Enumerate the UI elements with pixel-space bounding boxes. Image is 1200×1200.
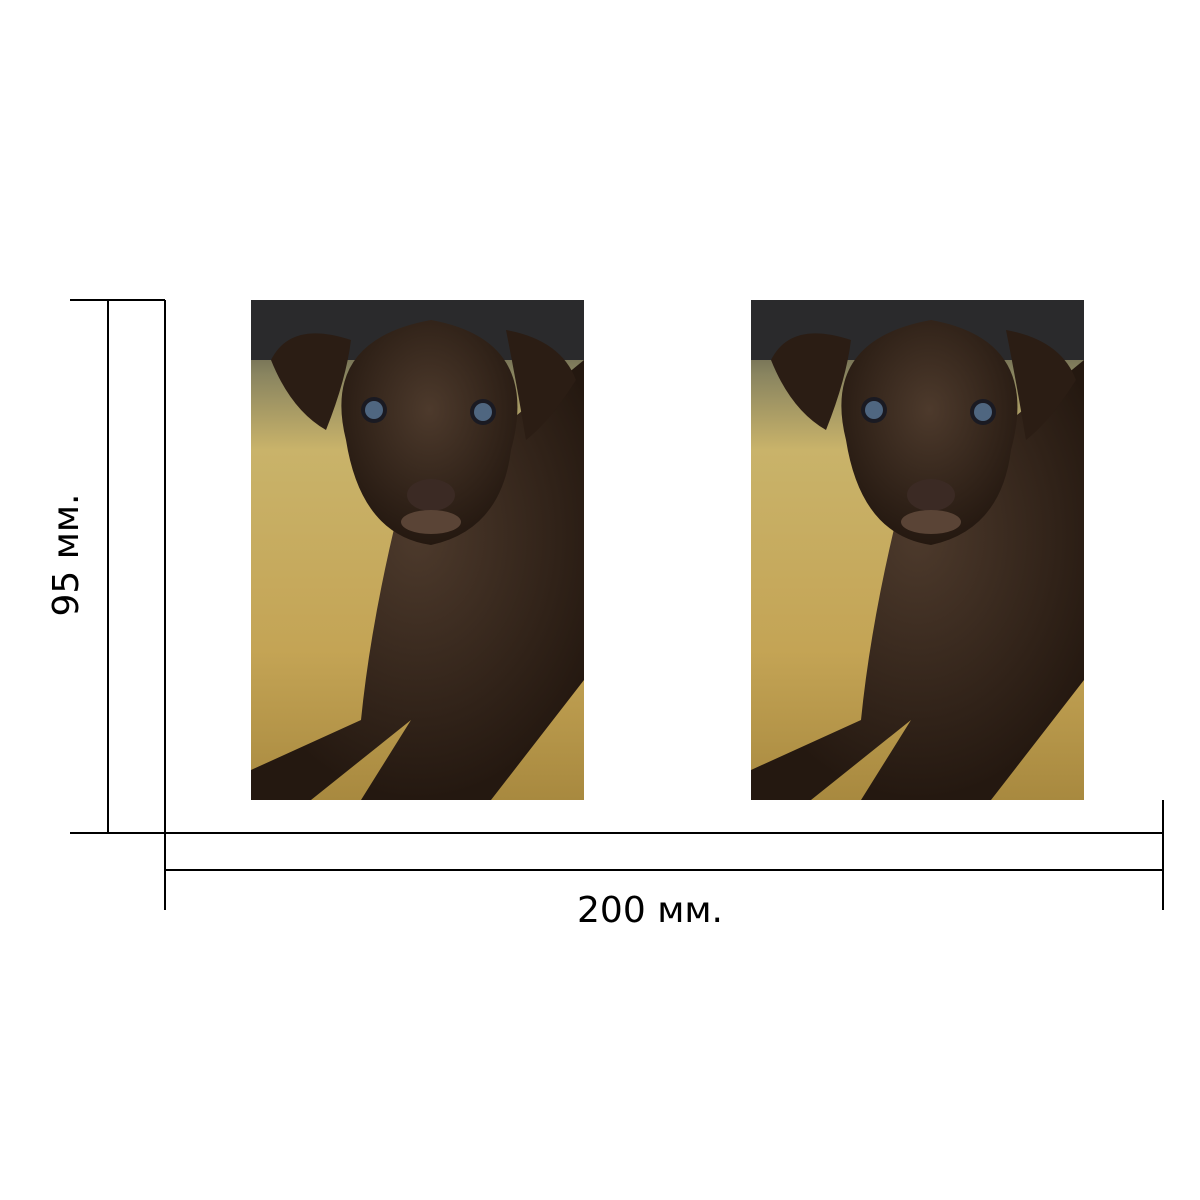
product-photo bbox=[251, 300, 584, 800]
product-photo bbox=[751, 300, 1084, 800]
height-dimension: 95 мм. bbox=[46, 299, 166, 834]
height-label: 95 мм. bbox=[46, 493, 87, 616]
width-dimension: 200 мм. bbox=[164, 800, 1164, 931]
width-label: 200 мм. bbox=[577, 890, 723, 931]
